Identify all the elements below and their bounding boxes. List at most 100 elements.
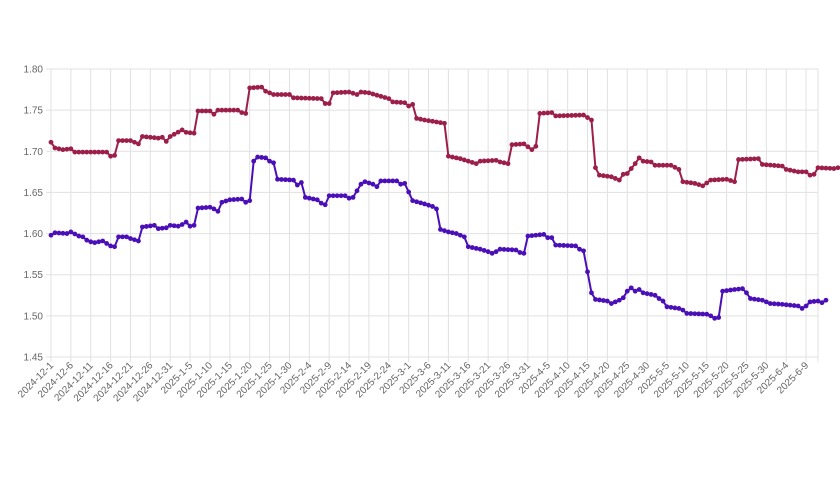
data-point (672, 164, 678, 170)
data-point (632, 161, 638, 167)
data-point (601, 173, 606, 179)
data-point (239, 110, 245, 116)
data-point (565, 243, 571, 248)
data-point (422, 117, 427, 123)
data-point (302, 95, 308, 101)
data-point (386, 96, 392, 102)
data-point (346, 195, 352, 201)
data-point (744, 290, 749, 296)
data-point (132, 237, 137, 243)
data-point (183, 129, 189, 135)
data-point (493, 249, 499, 255)
data-point (414, 115, 420, 121)
data-point (227, 107, 233, 113)
data-point (636, 155, 642, 161)
data-point (116, 138, 121, 143)
data-point (541, 110, 547, 116)
data-point (712, 177, 718, 183)
data-point (489, 250, 495, 256)
data-point (628, 166, 634, 171)
data-point (247, 85, 253, 91)
data-point (616, 177, 622, 183)
data-point (374, 184, 380, 190)
data-point (291, 95, 296, 101)
data-point (147, 134, 153, 140)
data-point (763, 162, 769, 168)
data-point (712, 315, 718, 321)
data-point (767, 162, 773, 168)
data-point (318, 200, 324, 206)
data-point (521, 250, 527, 256)
data-point (326, 193, 332, 199)
data-point (672, 305, 678, 311)
data-point (525, 144, 531, 150)
data-point (457, 232, 463, 238)
data-point (167, 222, 173, 228)
data-point (211, 111, 217, 117)
data-point (191, 130, 197, 136)
data-point (477, 158, 483, 164)
data-point (485, 158, 491, 164)
data-point (128, 138, 133, 143)
data-point (143, 134, 149, 140)
data-point (477, 246, 483, 252)
data-point (557, 113, 563, 119)
data-point (410, 101, 416, 107)
data-point (76, 233, 82, 239)
data-point (275, 176, 280, 182)
data-point (338, 193, 344, 199)
data-point (84, 237, 90, 243)
data-point (370, 91, 376, 97)
data-point (418, 200, 423, 206)
data-point (430, 204, 435, 209)
data-point (334, 90, 340, 96)
data-point (684, 179, 690, 185)
data-point (561, 243, 567, 248)
data-point (60, 147, 66, 153)
data-point (132, 139, 137, 145)
data-point (652, 162, 658, 168)
data-point (664, 162, 670, 168)
data-point (664, 304, 670, 310)
data-point (819, 300, 825, 306)
data-point (322, 101, 328, 106)
data-point (92, 240, 98, 246)
data-point (545, 235, 551, 241)
data-point (644, 159, 650, 164)
data-point (251, 158, 257, 164)
y-tick-label: 1.65 (24, 188, 44, 199)
data-point (704, 311, 710, 317)
data-point (350, 194, 356, 200)
data-point (577, 246, 582, 252)
data-point (358, 181, 364, 187)
data-point (434, 119, 439, 125)
data-point (159, 225, 165, 231)
data-point (557, 242, 563, 248)
data-point (692, 180, 698, 186)
data-point (529, 147, 535, 153)
data-point (243, 199, 249, 205)
data-point (163, 225, 169, 231)
data-point (517, 250, 523, 255)
series-2 (48, 154, 829, 321)
data-point (267, 90, 272, 96)
data-point (334, 193, 340, 199)
data-point (732, 179, 737, 185)
data-point (700, 311, 706, 317)
data-point (787, 167, 793, 173)
data-point (167, 134, 173, 139)
data-point (155, 135, 161, 141)
data-point (612, 176, 618, 181)
data-point (442, 120, 447, 126)
data-point (151, 222, 157, 228)
data-point (422, 201, 427, 207)
data-point (724, 176, 729, 182)
data-point (708, 313, 714, 319)
data-point (620, 295, 626, 301)
data-point (410, 198, 416, 204)
data-point (402, 180, 408, 186)
data-point (195, 108, 201, 114)
data-point (537, 111, 543, 116)
data-point (775, 163, 781, 169)
data-point (676, 166, 682, 172)
